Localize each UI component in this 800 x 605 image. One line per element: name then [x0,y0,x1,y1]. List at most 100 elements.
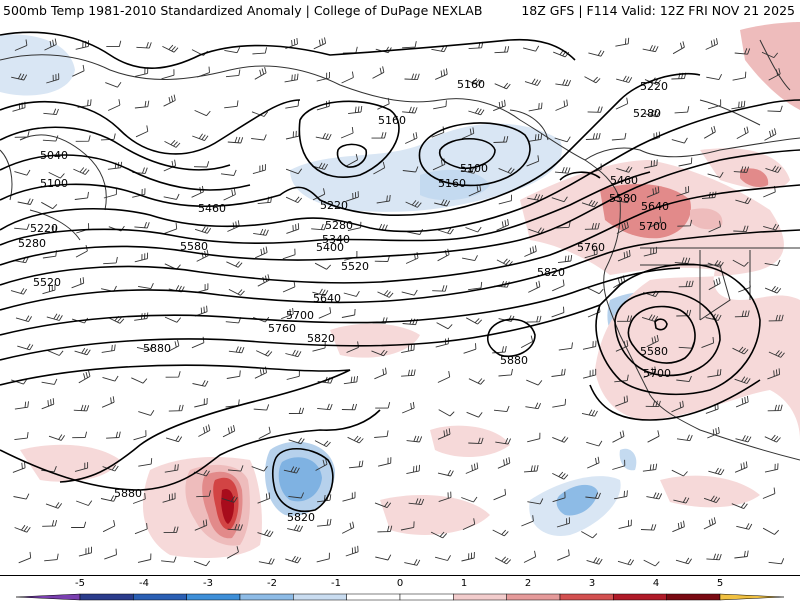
wind-barb [462,255,478,262]
wind-barb [72,64,85,77]
wind-barb [524,245,537,257]
wind-barb [401,289,418,296]
wind-barb [251,134,267,141]
wind-barb [132,188,146,198]
wind-barb [257,529,274,538]
wind-barbs [10,37,785,567]
colorbar: -5 -4 -3 -2 -1 0 1 2 3 4 5 [0,575,800,601]
colorbar-tick-labels: -5 -4 -3 -2 -1 0 1 2 3 4 5 [75,578,723,589]
wind-barb [738,281,751,293]
map-title: 500mb Temp 1981-2010 Standardized Anomal… [3,3,483,18]
wind-barb [194,226,212,234]
weather-map[interactable]: 5160 5160 5160 5100 5100 5040 5220 5220 … [0,22,800,575]
contour-label: 5100 [460,162,488,175]
header-bar: 500mb Temp 1981-2010 Standardized Anomal… [0,0,800,23]
wind-barb [615,97,629,110]
wind-barb [761,51,779,59]
wind-barb [671,72,687,80]
contour-label: 5520 [33,276,61,289]
wind-barb [14,223,30,230]
wind-barb [585,492,601,499]
contour-label: 5580 [180,240,208,253]
wind-barb [433,100,447,110]
wind-barb [377,525,393,533]
wind-barb [134,100,150,109]
wind-barb [10,288,27,295]
wind-barb [73,404,90,412]
contour-label: 5880 [500,354,528,367]
colorbar-right-arrow [719,593,785,601]
wind-barb [552,471,569,480]
wind-barb [558,342,573,351]
wind-barb [762,527,780,535]
wind-barb [102,375,119,382]
wind-barb [12,101,26,112]
wind-barb [72,431,88,439]
contour-label: 5100 [40,177,68,190]
wind-barb [435,68,448,80]
colorbar-segments [15,593,785,601]
wind-barb [613,275,626,288]
wind-barb [255,246,268,259]
wind-barb [78,546,92,557]
contour-label: 5280 [18,237,46,250]
wind-barb [647,131,661,142]
wind-barb [493,488,507,501]
wind-barb [674,257,691,264]
wind-barb [496,258,513,267]
wind-barb [643,109,660,118]
contour-label: 5820 [287,511,315,524]
wind-barb [527,498,544,505]
wind-barb [288,437,305,445]
wind-barb [493,99,506,112]
wind-barb [45,502,63,509]
wind-barb [312,288,329,297]
wind-barb [316,71,330,82]
wind-barb [194,519,208,531]
wind-barb [251,111,269,117]
wind-barb [341,403,358,411]
wind-barb [193,161,210,168]
wind-barb [553,49,570,58]
wind-barb [736,523,753,530]
wind-barb [523,465,539,473]
contour-label: 5820 [307,332,335,345]
wind-barb [285,100,300,109]
wind-barb [405,200,422,208]
wind-barb [288,407,305,415]
wind-barb [137,553,152,563]
wind-barb [138,410,155,416]
wind-barb [764,285,782,294]
wind-barb [226,261,243,268]
colorbar-tick: 4 [653,578,659,589]
wind-barb [586,440,603,447]
wind-barb [465,226,482,233]
wind-barb [164,316,182,323]
wind-barb [521,515,534,527]
wind-barb [376,194,391,204]
wind-barb [526,379,543,386]
contour-label: 5340 [322,233,350,246]
wind-barb [343,290,360,297]
wind-barb [377,457,392,467]
wind-barb [526,155,540,167]
wind-barb [251,465,268,472]
wind-barb [73,167,90,175]
contour-label: 5760 [577,241,605,254]
wind-barb [256,350,273,357]
wind-barb [371,349,388,357]
wind-barb [492,346,507,354]
wind-barb [734,310,750,318]
wind-barb [46,73,60,84]
wind-barb [646,334,659,348]
wind-barb [764,463,779,473]
wind-barb [287,524,304,532]
wind-barb [465,462,479,474]
wind-barb [676,434,693,442]
wind-barb [763,223,780,231]
wind-barb [136,344,153,351]
wind-barb [768,558,785,565]
wind-barb [707,171,724,178]
wind-barb [194,109,211,117]
wind-barb [615,395,628,407]
